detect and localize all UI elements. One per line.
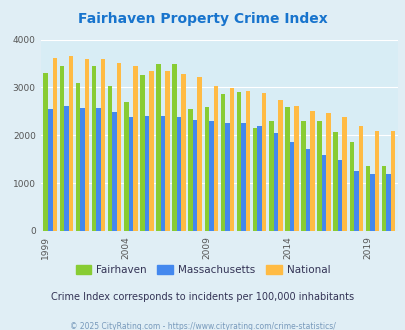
Bar [321,155,326,231]
Bar [43,73,48,231]
Bar [305,149,309,231]
Bar [252,128,257,231]
Bar [140,76,144,231]
Bar [337,160,342,231]
Bar [213,85,217,231]
Bar [317,121,321,231]
Bar [220,94,225,231]
Bar [301,121,305,231]
Bar [133,66,137,231]
Bar [124,102,128,231]
Bar [80,108,85,231]
Bar [374,131,378,231]
Bar [128,117,133,231]
Text: Crime Index corresponds to incidents per 100,000 inhabitants: Crime Index corresponds to incidents per… [51,292,354,302]
Bar [96,108,100,231]
Bar [241,123,245,231]
Bar [273,133,277,231]
Bar [85,59,89,231]
Bar [209,121,213,231]
Bar [333,132,337,231]
Bar [48,109,52,231]
Bar [269,121,273,231]
Bar [181,74,185,231]
Bar [358,126,362,231]
Bar [100,59,105,231]
Bar [197,77,202,231]
Bar [349,143,353,231]
Bar [117,63,121,231]
Bar [165,71,169,231]
Bar [326,113,330,231]
Bar [92,66,96,231]
Legend: Fairhaven, Massachusetts, National: Fairhaven, Massachusetts, National [71,261,334,280]
Bar [172,64,177,231]
Bar [68,56,73,231]
Text: Fairhaven Property Crime Index: Fairhaven Property Crime Index [78,12,327,25]
Bar [284,107,289,231]
Bar [236,92,241,231]
Bar [108,86,112,231]
Bar [369,174,374,231]
Bar [289,142,293,231]
Bar [160,116,165,231]
Bar [177,117,181,231]
Bar [277,100,282,231]
Bar [188,109,192,231]
Bar [192,120,197,231]
Bar [385,174,390,231]
Bar [52,58,57,231]
Bar [60,66,64,231]
Bar [309,111,314,231]
Bar [75,83,80,231]
Bar [293,106,298,231]
Text: © 2025 CityRating.com - https://www.cityrating.com/crime-statistics/: © 2025 CityRating.com - https://www.city… [70,322,335,330]
Bar [257,126,261,231]
Bar [245,91,250,231]
Bar [64,106,68,231]
Bar [225,123,229,231]
Bar [261,93,266,231]
Bar [342,116,346,231]
Bar [390,131,394,231]
Bar [149,71,153,231]
Bar [156,63,160,231]
Bar [112,112,117,231]
Bar [144,116,149,231]
Bar [204,107,209,231]
Bar [365,166,369,231]
Bar [353,171,358,231]
Bar [229,88,234,231]
Bar [381,166,385,231]
